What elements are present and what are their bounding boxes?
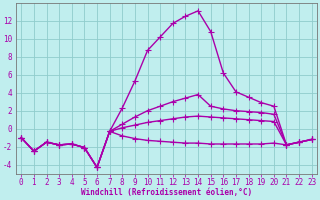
X-axis label: Windchill (Refroidissement éolien,°C): Windchill (Refroidissement éolien,°C)	[81, 188, 252, 197]
